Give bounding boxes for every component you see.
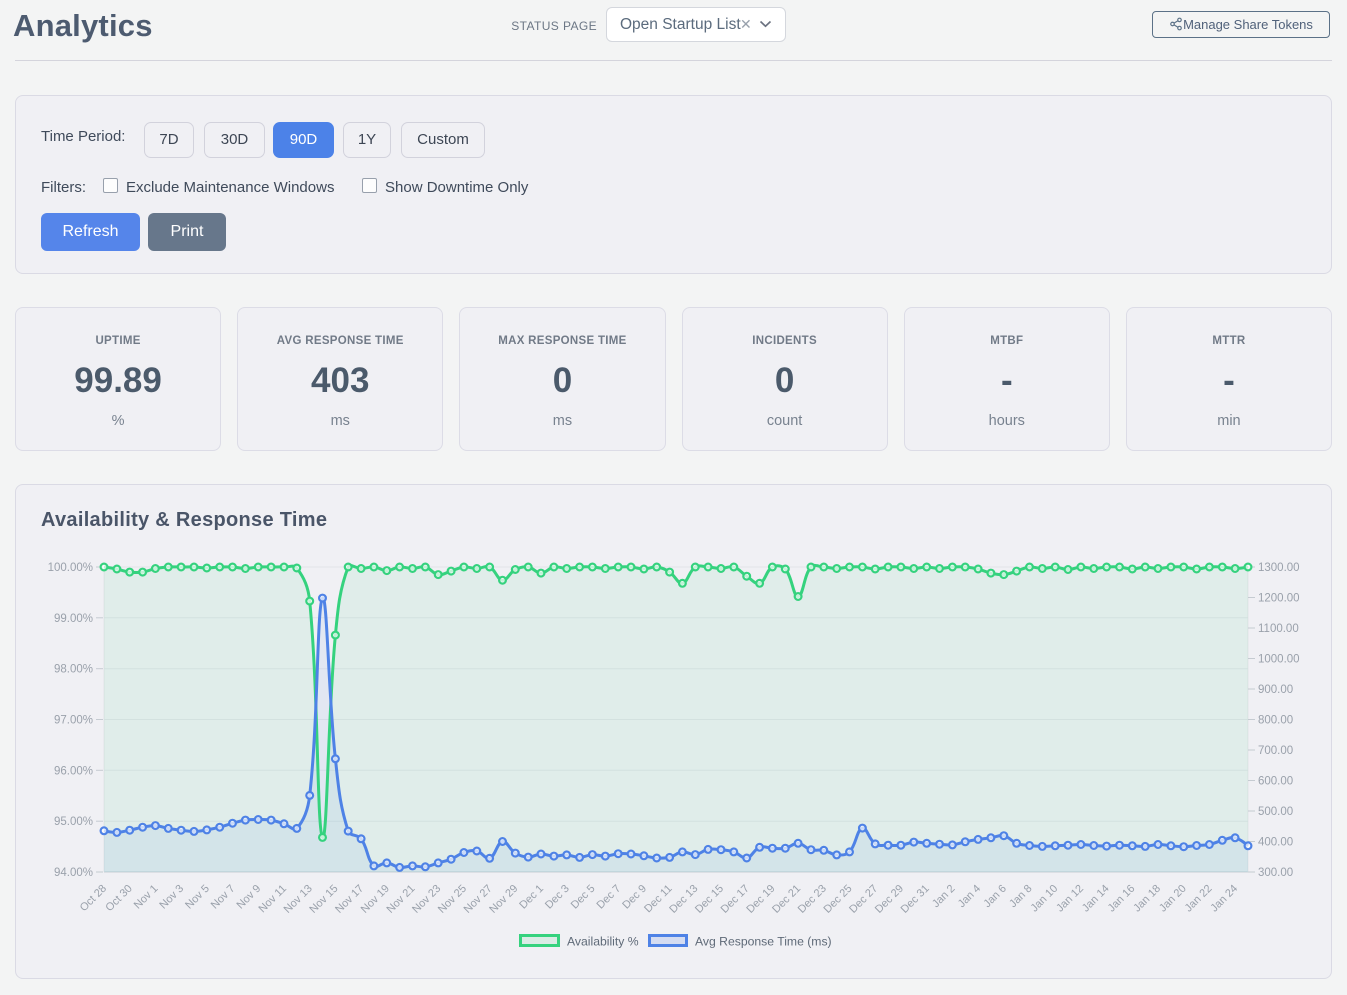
svg-text:Jan 16: Jan 16 — [1106, 883, 1138, 915]
svg-text:300.00: 300.00 — [1258, 867, 1293, 879]
svg-text:Jan 10: Jan 10 — [1028, 883, 1060, 915]
svg-text:95.00%: 95.00% — [54, 816, 93, 828]
svg-text:Nov 5: Nov 5 — [183, 883, 212, 912]
svg-text:Jan 20: Jan 20 — [1157, 883, 1189, 915]
svg-text:Dec 31: Dec 31 — [899, 883, 932, 916]
svg-text:1000.00: 1000.00 — [1258, 654, 1300, 666]
svg-text:Jan 6: Jan 6 — [981, 883, 1009, 911]
svg-text:Dec 1: Dec 1 — [517, 883, 546, 912]
svg-text:Jan 18: Jan 18 — [1131, 883, 1163, 915]
svg-text:Availability %: Availability % — [567, 935, 639, 949]
svg-text:Nov 1: Nov 1 — [132, 883, 161, 912]
svg-text:800.00: 800.00 — [1258, 715, 1293, 727]
svg-text:900.00: 900.00 — [1258, 684, 1293, 696]
svg-text:600.00: 600.00 — [1258, 776, 1293, 788]
svg-text:Oct 30: Oct 30 — [103, 883, 134, 914]
svg-text:Jan 24: Jan 24 — [1208, 883, 1240, 915]
svg-text:500.00: 500.00 — [1258, 806, 1293, 818]
svg-text:Jan 4: Jan 4 — [956, 883, 984, 911]
svg-text:96.00%: 96.00% — [54, 765, 93, 777]
svg-text:1100.00: 1100.00 — [1258, 623, 1299, 635]
svg-text:Jan 2: Jan 2 — [930, 883, 958, 911]
svg-text:1200.00: 1200.00 — [1258, 593, 1300, 605]
svg-text:94.00%: 94.00% — [54, 867, 93, 879]
svg-text:97.00%: 97.00% — [54, 715, 93, 727]
svg-text:Nov 7: Nov 7 — [209, 883, 238, 912]
svg-text:1300.00: 1300.00 — [1258, 562, 1300, 574]
svg-text:Jan 22: Jan 22 — [1183, 883, 1215, 915]
svg-text:Dec 5: Dec 5 — [569, 883, 598, 912]
svg-text:Dec 7: Dec 7 — [595, 883, 624, 912]
svg-text:100.00%: 100.00% — [48, 562, 93, 574]
svg-text:Oct 28: Oct 28 — [78, 883, 109, 914]
svg-text:700.00: 700.00 — [1258, 745, 1293, 757]
svg-text:400.00: 400.00 — [1258, 837, 1293, 849]
svg-text:99.00%: 99.00% — [54, 613, 93, 625]
svg-text:Avg Response Time (ms): Avg Response Time (ms) — [695, 935, 832, 949]
svg-text:Nov 29: Nov 29 — [487, 883, 520, 916]
svg-text:Dec 3: Dec 3 — [543, 883, 572, 912]
svg-text:Nov 3: Nov 3 — [157, 883, 186, 912]
svg-text:98.00%: 98.00% — [54, 664, 93, 676]
svg-text:Jan 14: Jan 14 — [1080, 883, 1112, 915]
svg-text:Jan 12: Jan 12 — [1054, 883, 1086, 915]
